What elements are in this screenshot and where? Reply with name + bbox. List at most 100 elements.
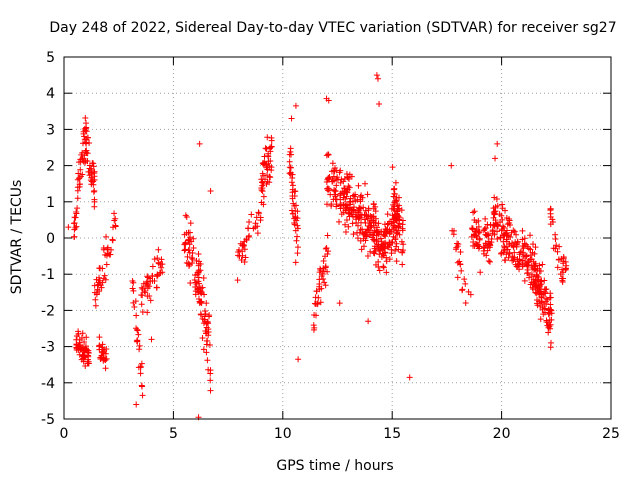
data-point <box>154 255 161 262</box>
data-point <box>192 291 199 298</box>
data-point <box>101 272 108 279</box>
data-point <box>207 370 214 377</box>
data-point <box>392 212 399 219</box>
data-point <box>384 211 391 218</box>
data-point <box>532 266 539 273</box>
data-point <box>292 227 299 234</box>
data-point <box>541 301 548 308</box>
data-point <box>76 351 83 358</box>
data-point <box>257 217 264 224</box>
data-point <box>182 240 189 247</box>
data-point <box>494 236 501 243</box>
data-point <box>491 222 498 229</box>
data-point <box>253 214 260 221</box>
data-point <box>543 286 550 293</box>
data-point <box>527 281 534 288</box>
data-point <box>462 280 469 287</box>
data-point <box>149 263 156 270</box>
data-point <box>346 204 353 211</box>
data-point <box>393 258 400 265</box>
data-point <box>237 240 244 247</box>
data-point <box>361 180 368 187</box>
data-point <box>491 194 498 201</box>
data-point <box>340 178 347 185</box>
data-point <box>246 218 253 225</box>
data-point <box>546 294 553 301</box>
data-point <box>383 258 390 265</box>
data-point <box>74 184 81 191</box>
data-point <box>354 235 361 242</box>
data-point <box>245 225 252 232</box>
data-point <box>196 140 203 147</box>
data-point <box>291 202 298 209</box>
data-point <box>342 221 349 228</box>
data-point <box>258 186 265 193</box>
data-point <box>100 246 107 253</box>
data-point <box>81 338 88 345</box>
data-point <box>267 174 274 181</box>
data-point <box>390 186 397 193</box>
data-point <box>99 341 106 348</box>
data-point <box>503 251 510 258</box>
data-point <box>74 205 81 212</box>
data-point <box>76 339 83 346</box>
data-point <box>191 276 198 283</box>
data-point <box>77 166 84 173</box>
data-point <box>286 170 293 177</box>
data-point <box>399 261 406 268</box>
data-point <box>204 357 211 364</box>
data-point <box>514 238 521 245</box>
data-point <box>207 387 214 394</box>
data-point <box>264 166 271 173</box>
data-point <box>71 233 78 240</box>
data-point <box>380 244 387 251</box>
data-point <box>96 274 103 281</box>
data-point <box>182 246 189 253</box>
data-point <box>112 222 119 229</box>
data-point <box>358 214 365 221</box>
data-point <box>260 172 267 179</box>
data-point <box>260 193 267 200</box>
data-point <box>480 227 487 234</box>
data-point <box>310 322 317 329</box>
data-point <box>542 289 549 296</box>
data-point <box>352 209 359 216</box>
data-point <box>522 258 529 265</box>
data-point <box>203 341 210 348</box>
data-point <box>394 217 401 224</box>
data-point <box>144 285 151 292</box>
data-point <box>374 224 381 231</box>
data-point <box>329 178 336 185</box>
data-point <box>319 271 326 278</box>
data-point <box>497 234 504 241</box>
y-tick-label: 5 <box>46 50 55 66</box>
data-point <box>501 232 508 239</box>
data-point <box>82 114 89 121</box>
data-point <box>353 213 360 220</box>
data-point <box>386 256 393 263</box>
x-tick-label: 0 <box>60 426 69 442</box>
data-point <box>499 223 506 230</box>
data-point <box>295 356 302 363</box>
data-point <box>488 235 495 242</box>
data-point <box>185 237 192 244</box>
data-point <box>82 157 89 164</box>
data-point <box>100 357 107 364</box>
data-point <box>92 302 99 309</box>
data-point <box>91 168 98 175</box>
data-point <box>520 253 527 260</box>
data-point <box>531 250 538 257</box>
data-point <box>324 232 331 239</box>
data-point <box>260 201 267 208</box>
data-point <box>370 219 377 226</box>
data-point <box>197 299 204 306</box>
data-point <box>187 280 194 287</box>
data-point <box>103 355 110 362</box>
data-point <box>549 216 556 223</box>
data-point <box>322 282 329 289</box>
data-point <box>254 230 261 237</box>
data-point <box>199 335 206 342</box>
data-point <box>324 268 331 275</box>
data-point <box>252 224 259 231</box>
data-point <box>547 344 554 351</box>
